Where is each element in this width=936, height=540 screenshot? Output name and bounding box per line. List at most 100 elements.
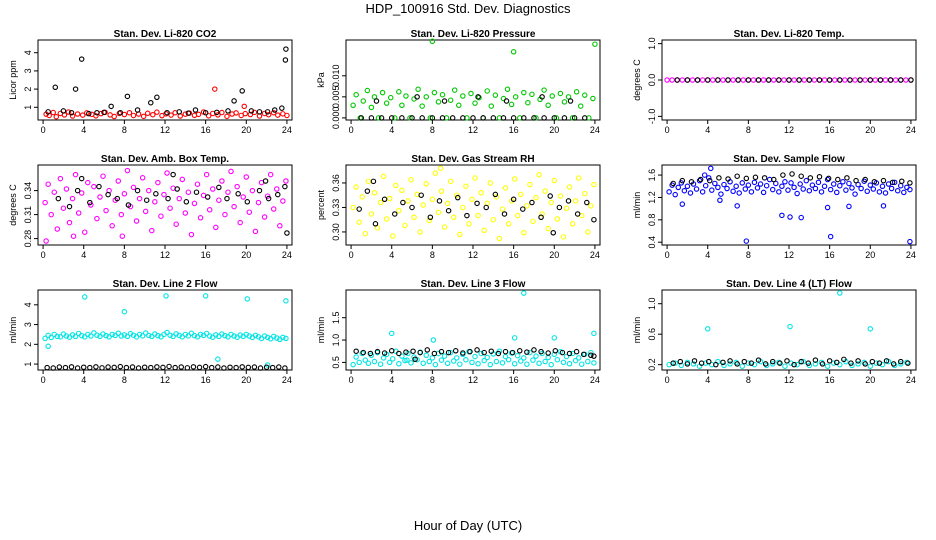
- data-point: [740, 77, 747, 83]
- data-point: [488, 348, 495, 354]
- data-point: [408, 360, 414, 366]
- y-tick-label: 0.33: [331, 199, 341, 217]
- data-point: [202, 293, 209, 299]
- data-point: [353, 184, 359, 190]
- data-point: [541, 115, 547, 121]
- data-point: [193, 189, 200, 195]
- data-point: [908, 77, 914, 83]
- data-point: [664, 77, 670, 83]
- data-point: [194, 181, 201, 187]
- data-point: [751, 179, 758, 186]
- data-point: [730, 188, 736, 195]
- data-point: [560, 234, 567, 240]
- data-point: [898, 77, 904, 83]
- data-point: [801, 77, 807, 83]
- data-point: [536, 360, 542, 367]
- data-point: [853, 177, 859, 184]
- data-point: [806, 77, 813, 83]
- data-point: [563, 205, 570, 212]
- points-group: [42, 167, 290, 244]
- data-point: [858, 185, 864, 192]
- data-point: [572, 198, 579, 204]
- data-point: [569, 115, 576, 121]
- data-point: [261, 214, 268, 220]
- y-tick-label: 1.0: [647, 37, 657, 50]
- data-point: [453, 355, 460, 361]
- data-point: [438, 348, 445, 355]
- data-point: [529, 199, 535, 206]
- y-tick-label: 1.6: [647, 169, 657, 182]
- data-point: [539, 94, 545, 100]
- data-point: [45, 343, 51, 350]
- x-tick-label: 16: [825, 250, 835, 260]
- x-tick-label: 0: [665, 125, 670, 135]
- data-point: [816, 77, 823, 83]
- data-point: [591, 353, 597, 359]
- data-point: [444, 360, 451, 367]
- data-point: [196, 364, 203, 371]
- data-point: [381, 196, 388, 203]
- plot-frame: [37, 289, 293, 371]
- data-point: [426, 358, 433, 365]
- data-point: [403, 93, 409, 99]
- data-point: [715, 184, 721, 191]
- data-point: [779, 183, 785, 190]
- data-point: [432, 361, 439, 368]
- data-point: [713, 361, 719, 368]
- data-point: [527, 181, 533, 188]
- data-point: [72, 171, 79, 178]
- data-point: [417, 229, 423, 235]
- data-point: [712, 180, 718, 187]
- data-point: [444, 200, 451, 207]
- data-point: [502, 348, 509, 355]
- data-point: [841, 356, 847, 363]
- data-point: [48, 334, 54, 341]
- data-point: [696, 177, 703, 184]
- data-point: [787, 214, 793, 220]
- y-tick-label: 0.6: [647, 328, 657, 341]
- data-point: [876, 360, 883, 366]
- data-point: [450, 358, 457, 364]
- data-point: [725, 176, 731, 182]
- data-point: [96, 183, 102, 190]
- data-point: [205, 113, 212, 119]
- data-point: [387, 94, 394, 101]
- y-tick-label: 0.4: [647, 236, 657, 249]
- data-point: [191, 332, 198, 339]
- data-point: [79, 112, 86, 118]
- data-point: [252, 332, 259, 339]
- data-point: [164, 170, 170, 176]
- data-point: [847, 77, 853, 83]
- data-point: [707, 177, 713, 184]
- data-point: [765, 77, 772, 83]
- data-point: [396, 350, 402, 357]
- data-point: [148, 99, 154, 106]
- points-group: [666, 165, 913, 245]
- data-point: [470, 115, 476, 121]
- data-point: [219, 109, 225, 116]
- data-point: [824, 363, 831, 369]
- x-tick-label: 16: [509, 375, 519, 385]
- data-point: [80, 364, 87, 370]
- data-point: [202, 363, 209, 370]
- data-point: [43, 238, 49, 244]
- data-point: [879, 183, 886, 190]
- data-point: [257, 365, 264, 371]
- data-point: [93, 113, 99, 119]
- data-point: [545, 354, 551, 361]
- y-tick-label: 0.5: [331, 356, 341, 369]
- data-point: [867, 363, 874, 369]
- data-point: [553, 115, 560, 121]
- data-point: [176, 195, 182, 202]
- data-point: [475, 360, 481, 367]
- data-point: [521, 89, 527, 96]
- data-point: [824, 204, 831, 211]
- data-point: [867, 182, 874, 188]
- data-point: [533, 353, 539, 359]
- data-point: [846, 180, 852, 187]
- data-point: [94, 109, 100, 116]
- y-tick-label: 0.8: [647, 214, 657, 227]
- data-point: [72, 333, 79, 340]
- data-point: [276, 364, 282, 370]
- data-point: [538, 214, 544, 220]
